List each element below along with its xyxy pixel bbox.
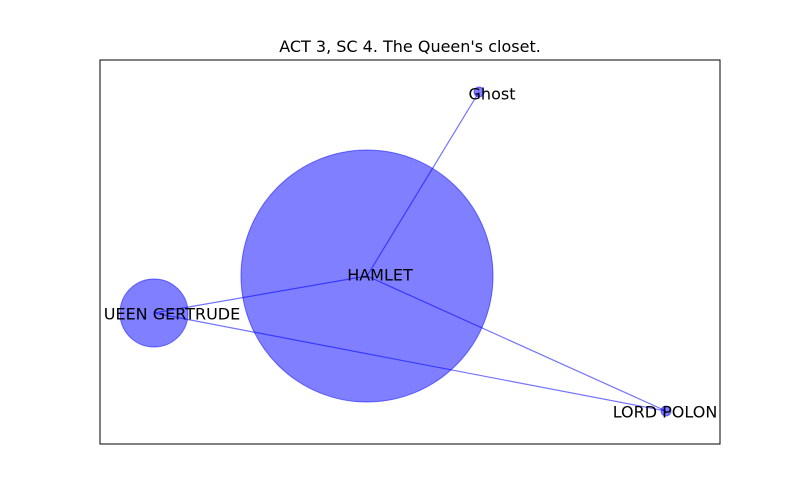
plot-frame xyxy=(99,59,721,445)
node-ghost xyxy=(473,86,485,98)
node-label-ghost: Ghost xyxy=(469,85,516,104)
node-queen xyxy=(119,278,189,348)
chart-title: ACT 3, SC 4. The Queen's closet. xyxy=(279,37,541,56)
node-label-hamlet: HAMLET xyxy=(347,266,413,285)
node-polonius xyxy=(660,405,672,417)
node-label-queen: UEEN GERTRUDE xyxy=(104,305,240,324)
node-label-polonius: LORD POLON xyxy=(613,403,718,422)
nodes-layer xyxy=(119,86,672,417)
plot-area: HAMLET Ghost UEEN GERTRUDE LORD POLON xyxy=(104,85,718,422)
labels-layer: HAMLET Ghost UEEN GERTRUDE LORD POLON xyxy=(104,85,718,422)
node-hamlet xyxy=(240,149,494,403)
